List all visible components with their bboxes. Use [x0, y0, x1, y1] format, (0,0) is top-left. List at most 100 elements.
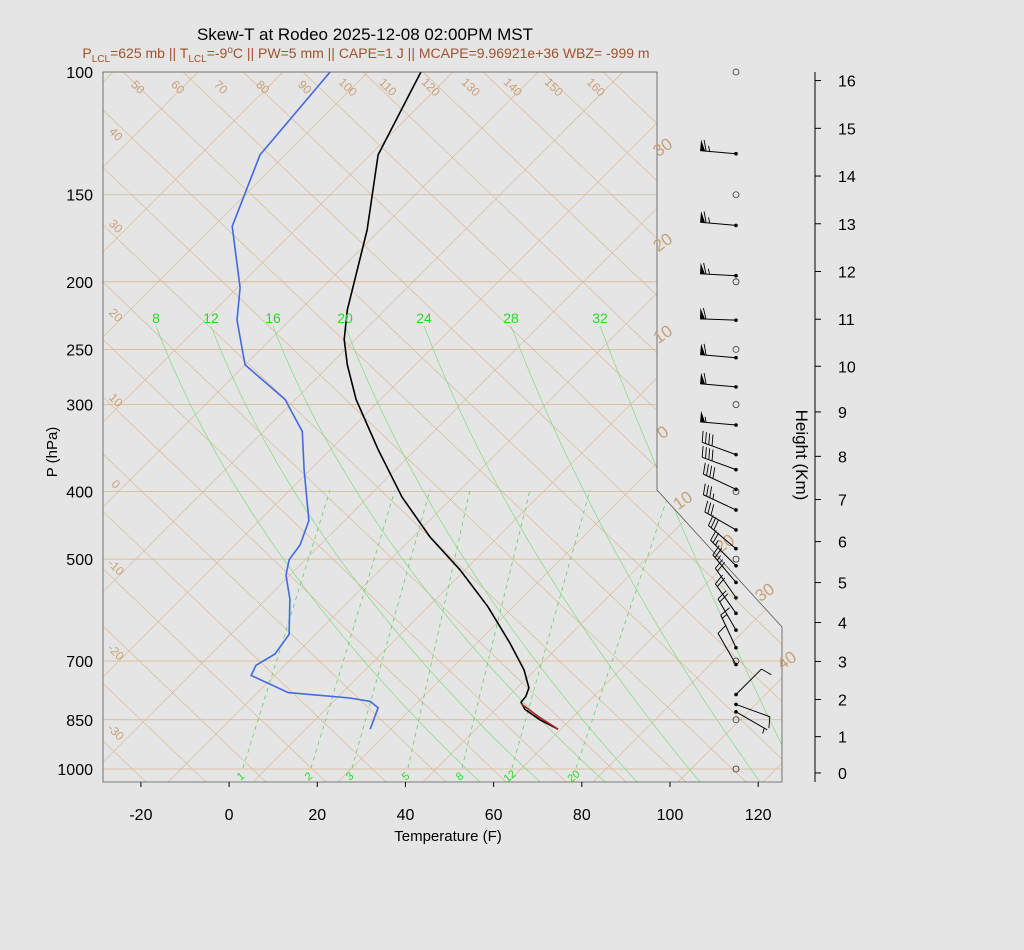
x-tick-label: 80: [573, 807, 591, 824]
barb-flag: [714, 547, 722, 558]
barb-half-flag: [716, 555, 721, 561]
chart-title: Skew-T at Rodeo 2025-12-08 02:00PM MST: [197, 25, 533, 44]
barb-flag: [712, 545, 720, 556]
barb-half-flag: [707, 268, 710, 275]
y2-tick-label: 14: [838, 169, 856, 186]
barb-half-flag: [712, 493, 715, 500]
wind-barb: [734, 668, 772, 697]
standard-level-marker: [732, 401, 740, 408]
dry-adiabat-line: [422, 72, 782, 782]
barb-flag: [717, 590, 727, 600]
standard-level-marker: [732, 191, 740, 199]
y-tick-label: 1000: [57, 762, 93, 779]
barb-half-flag: [708, 145, 711, 152]
dry-adiabat-line: [103, 72, 604, 782]
barb-flag: [703, 211, 707, 223]
mixing-ratio-line: [242, 489, 331, 769]
wind-barb: [710, 530, 738, 568]
isotherm-line: [103, 72, 454, 782]
isotherm-line: [252, 72, 782, 782]
y2-tick-label: 13: [838, 217, 856, 234]
x-tick-label: -20: [129, 807, 152, 824]
profile-line: [343, 72, 559, 730]
wind-barb: [700, 211, 738, 228]
wind-barb: [717, 590, 738, 632]
barb-half-flag: [708, 217, 711, 224]
isotherm-line: [103, 72, 284, 782]
y2-tick-label: 8: [838, 449, 847, 466]
isotherm-line: [103, 72, 539, 782]
barb-flag: [710, 530, 717, 541]
dry-adiabat-line: [103, 72, 782, 782]
barb-flag: [708, 515, 714, 526]
chart-subtitle: PLCL=625 mb || TLCL=-9oC || PW=5 mm || C…: [82, 45, 649, 65]
barb-staff: [702, 441, 737, 456]
barb-flag: [703, 372, 707, 385]
barb-flag: [702, 483, 706, 495]
wind-barb: [702, 483, 738, 512]
y2-tick-label: 16: [838, 74, 856, 91]
barb-half-flag: [715, 540, 719, 546]
y-tick-label: 250: [66, 342, 93, 359]
dry-adiabat-line: [362, 72, 782, 782]
barb-flag: [704, 500, 709, 513]
moist-adiabat-label: 28: [503, 310, 519, 326]
barb-flag: [715, 574, 723, 585]
barb-flag: [708, 433, 711, 445]
y2-tick-label: 12: [838, 264, 856, 281]
mixing-ratio-line: [351, 489, 431, 769]
barb-flag: [719, 593, 729, 603]
barb-flag: [706, 464, 709, 476]
y2-tick-label: 7: [838, 493, 847, 510]
isotherm-line: [103, 72, 709, 782]
standard-level-marker: [732, 278, 740, 286]
mixing-ratio-line: [310, 489, 396, 769]
y2-tick-label: 1: [838, 730, 847, 747]
barb-flag: [709, 486, 713, 498]
x-tick-label: 20: [308, 807, 326, 824]
barb-staff: [704, 511, 737, 531]
barb-pennant: [700, 343, 706, 356]
barb-half-flag: [704, 416, 707, 423]
standard-level-marker: [732, 716, 740, 724]
dry-adiabat-line: [122, 72, 782, 782]
moist-adiabat-line: [510, 325, 761, 782]
mixing-ratio-line: [575, 489, 671, 769]
wind-level-dot: [734, 452, 738, 457]
dry-adiabat-line: [103, 72, 724, 782]
barb-half-flag: [762, 727, 765, 734]
mixing-ratio-line: [511, 489, 591, 769]
barb-pennant: [700, 211, 706, 223]
barb-flag: [712, 532, 720, 543]
wind-level-dot: [734, 467, 738, 472]
moist-adiabat-line: [155, 325, 481, 782]
barb-pennant: [700, 372, 706, 385]
standard-level-marker: [732, 345, 740, 353]
y2-tick-label: 15: [838, 121, 856, 138]
x-tick-label: 60: [485, 807, 503, 824]
barb-staff: [735, 668, 762, 695]
y2-tick-label: 6: [838, 535, 847, 552]
subtitle-part: P: [82, 45, 91, 61]
y2-tick-label: 4: [838, 616, 847, 633]
subtitle-part: =-9: [207, 45, 228, 61]
dry-adiabat-line: [103, 72, 782, 782]
wind-barb: [720, 607, 738, 650]
barb-staff: [708, 525, 737, 550]
plot-border: [102, 71, 783, 783]
barb-flag: [703, 139, 707, 152]
barb-staff: [703, 473, 737, 490]
isotherm-line: [103, 72, 369, 782]
wind-barb: [701, 445, 738, 472]
y-tick-label: 850: [66, 713, 93, 730]
dry-adiabat-line: [103, 72, 782, 782]
wind-barb: [700, 307, 738, 322]
barb-flag: [707, 502, 712, 514]
barb-staff: [702, 456, 737, 471]
standard-level-marker: [732, 555, 740, 563]
y-axis-label: P (hPa): [44, 427, 61, 478]
barb-flag: [708, 448, 711, 460]
barb-flag: [710, 517, 717, 528]
